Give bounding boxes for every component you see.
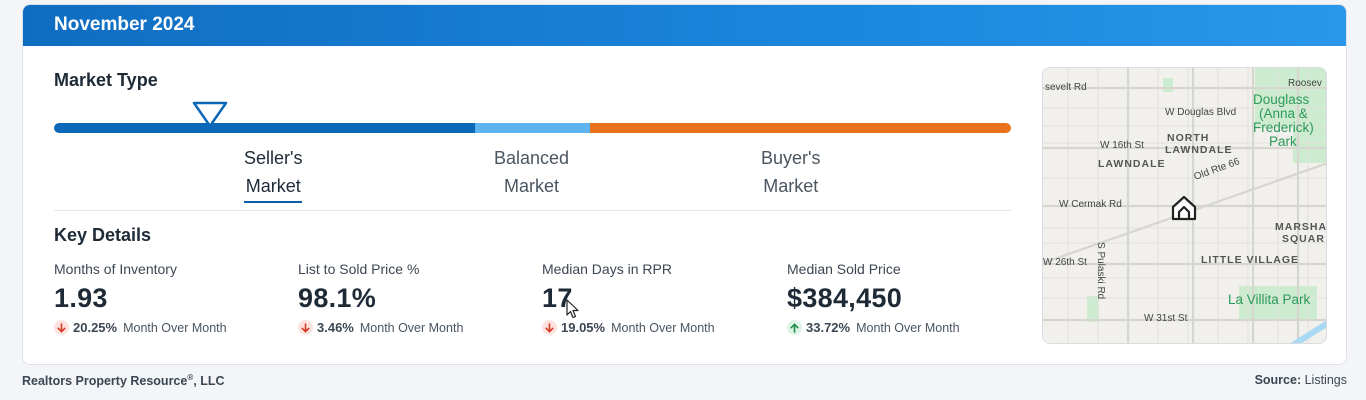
change-percent: 33.72% [806,320,851,335]
metric-change: 3.46% Month Over Month [298,320,538,335]
metric-months-inventory: Months of Inventory 1.93 20.25% Month Ov… [54,261,294,335]
map-label-lawndale: LAWNDALE [1098,158,1166,170]
seller-segment [54,123,475,133]
map-label-31st: W 31st St [1144,313,1188,324]
map-label-douglass-2: (Anna & [1259,106,1308,121]
change-period: Month Over Month [611,320,715,335]
change-period: Month Over Month [359,320,464,335]
metric-list-to-sold: List to Sold Price % 98.1% 3.46% Month O… [298,261,538,335]
metric-label: List to Sold Price % [298,261,420,277]
change-period: Month Over Month [856,320,960,335]
header-title: November 2024 [54,14,195,35]
change-period: Month Over Month [123,320,227,335]
map-label-douglass-3: Frederick) [1253,120,1314,135]
market-type-title: Market Type [54,70,158,90]
card-header: November 2024 [23,5,1346,46]
map-label-cermak: W Cermak Rd [1059,199,1122,210]
market-type-buyer[interactable]: Buyer's Market [761,144,820,200]
arrow-down-icon [298,320,313,335]
buyer-segment [590,123,1011,133]
source-value: Listings [1304,373,1347,387]
buyer-line1: Buyer's [761,148,821,168]
map-label-douglass-4: Park [1269,134,1297,149]
location-map[interactable]: sevelt Rd Roosev W Douglas Blvd W 16th S… [1042,67,1327,344]
metric-median-days: Median Days in RPR 17 19.05% Month Over … [542,261,782,335]
balanced-segment [475,123,590,133]
market-type-balanced[interactable]: Balanced Market [494,144,569,200]
metric-value: $384,450 [787,283,903,313]
map-streets [1043,68,1326,343]
arrow-down-icon [54,320,69,335]
metric-value: 98.1% [298,283,377,313]
metric-change: 20.25% Month Over Month [54,320,294,335]
map-label-north-lawndale-2: LAWNDALE [1165,144,1233,156]
active-underline [244,201,303,203]
metric-change: 33.72% Month Over Month [787,320,1027,335]
map-label-north-lawndale-1: NORTH [1167,132,1210,144]
arrow-down-icon [542,320,557,335]
buyer-line2: Market [763,176,819,196]
section-divider [54,210,1011,211]
market-card: November 2024 Market Type Seller's Marke… [22,4,1347,365]
map-label-marsha-2: SQUAR [1282,233,1325,245]
balanced-line2: Market [504,176,560,196]
metric-value: 1.93 [54,283,108,313]
map-label-roosevelt: sevelt Rd [1045,82,1087,93]
seller-line1: Seller's [244,148,303,168]
map-label-26th: W 26th St [1043,257,1087,268]
map-label-marsha-1: MARSHA [1275,221,1327,233]
map-label-douglas-blvd: W Douglas Blvd [1165,107,1237,118]
balanced-line1: Balanced [494,148,570,168]
metric-label: Months of Inventory [54,261,177,277]
map-label-16th: W 16th St [1100,140,1144,151]
change-percent: 3.46% [317,320,354,335]
footer-company: Realtors Property Resource®, LLC [22,373,225,388]
map-label-roosevelt-right: Roosev [1288,78,1322,89]
market-position-marker-icon [192,101,228,128]
metric-change: 19.05% Month Over Month [542,320,782,335]
footer-source: Source: Listings [1255,373,1347,387]
map-label-douglass-1: Douglass [1253,92,1310,107]
home-marker-icon [1171,195,1197,221]
metric-label: Median Sold Price [787,261,901,277]
market-type-bar [54,123,1011,133]
metric-label: Median Days in RPR [542,261,672,277]
seller-line2: Market [245,176,301,196]
arrow-up-icon [787,320,802,335]
market-type-seller[interactable]: Seller's Market [244,144,303,203]
metric-median-sold-price: Median Sold Price $384,450 33.72% Month … [787,261,1027,335]
map-label-pulaski: S Pulaski Rd [1095,242,1106,300]
company-reg: ® [187,373,194,382]
source-label: Source: [1254,373,1302,387]
map-label-little-village: LITTLE VILLAGE [1201,254,1299,266]
change-percent: 20.25% [73,320,118,335]
mouse-cursor-icon [566,299,579,319]
map-label-la-villita: La Villita Park [1228,292,1311,307]
key-details-title: Key Details [54,225,152,245]
company-suffix: , LLC [193,374,225,389]
company-name: Realtors Property Resource [22,374,188,389]
change-percent: 19.05% [561,320,606,335]
